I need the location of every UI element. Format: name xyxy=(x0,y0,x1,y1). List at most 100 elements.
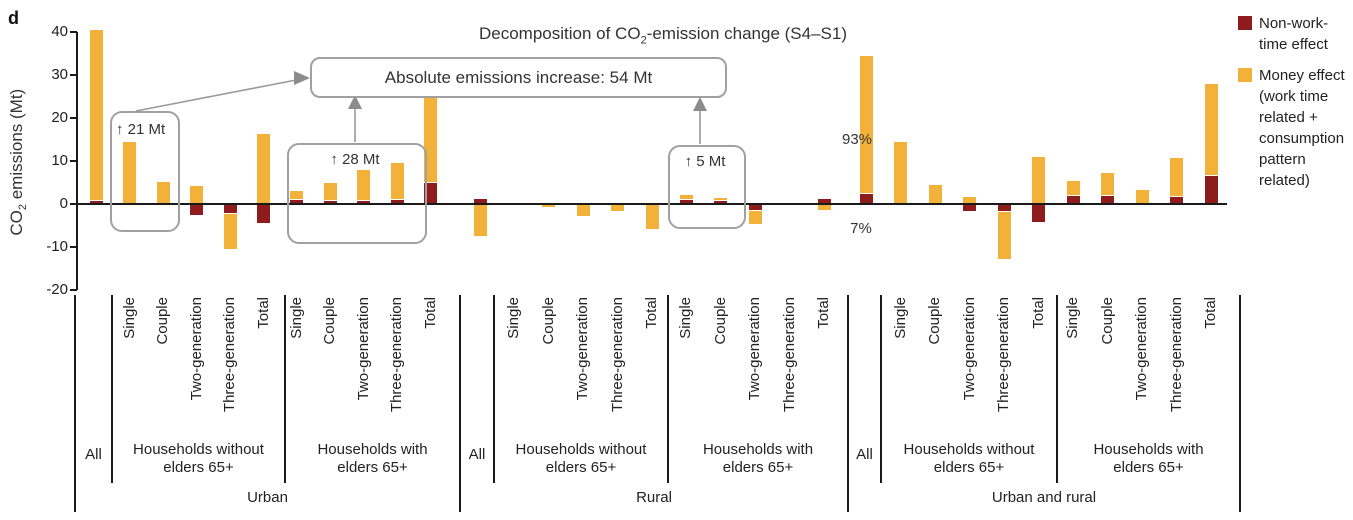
household-group-label: Households with elders 65+ xyxy=(648,441,868,477)
bar-urban-all-nonwork xyxy=(90,200,103,204)
bar-rural-total-money xyxy=(645,204,659,229)
axis-divider xyxy=(880,295,882,483)
callout-box-5mt xyxy=(668,145,746,229)
legend-label-line: Non-work- xyxy=(1259,15,1329,32)
household-group-label-line: Households with xyxy=(317,441,428,458)
bar-urban-three-generation-money xyxy=(390,163,404,199)
callout-box-21mt xyxy=(110,111,180,232)
legend-label-line: (work time xyxy=(1259,88,1329,105)
axis-divider xyxy=(493,295,495,483)
axis-divider-tall xyxy=(1239,295,1241,512)
x-category-label: Single xyxy=(677,297,695,339)
bar-urban-and-rural-couple-money xyxy=(1101,173,1114,195)
bar-urban-and-rural-total-nonwork xyxy=(1032,204,1045,223)
bar-urban-couple-money xyxy=(323,182,337,200)
y-tick xyxy=(70,203,77,205)
household-group-label-line: elders 65+ xyxy=(933,459,1005,476)
panel-label: d xyxy=(8,8,19,28)
x-category-label: Three-generation xyxy=(388,297,406,413)
legend-label-money-effect: Money effect (work time related + consumpti… xyxy=(1259,65,1345,191)
bar-urban-and-rural-three-generation-nonwork xyxy=(1170,197,1183,204)
bar-rural-single-money xyxy=(679,194,693,200)
axis-divider-tall xyxy=(459,295,461,512)
household-group-label: Households without elders 65+ xyxy=(89,441,309,477)
household-group-label: Households with elders 65+ xyxy=(1039,441,1259,477)
y-tick-label: 20 xyxy=(51,109,68,126)
household-group-label-line: Households without xyxy=(133,441,264,458)
household-group-label-line: elders 65+ xyxy=(163,459,234,476)
household-group-label-line: All xyxy=(468,446,486,463)
chart-title-sub: 2 xyxy=(640,34,647,47)
chart-title-pre: Decomposition of CO xyxy=(478,24,641,43)
bar-urban-single-nonwork xyxy=(290,200,304,204)
x-category-label: Single xyxy=(891,297,909,339)
absolute-increase-box: Absolute emissions increase: 54 Mt xyxy=(310,57,727,98)
bar-urban-and-rural-single-nonwork xyxy=(1066,195,1080,204)
x-category-label: Three-generation xyxy=(1167,297,1185,413)
x-category-label: Total xyxy=(421,297,439,329)
y-tick-label: -20 xyxy=(46,281,68,298)
bar-urban-and-rural-all-money xyxy=(859,55,873,194)
household-group-label: All xyxy=(755,446,975,464)
zero-baseline xyxy=(78,203,1227,205)
x-category-label: Three-generation xyxy=(221,297,239,413)
x-category-label: Total xyxy=(815,297,832,329)
y-tick xyxy=(70,31,77,33)
y-axis-line xyxy=(76,32,78,290)
x-category-label: Two-generation xyxy=(354,297,372,401)
x-category-label: Three-generation xyxy=(995,297,1012,413)
chart-title: Decomposition of CO2-emission change (S4… xyxy=(0,24,1326,46)
bar-urban-two-generation-money xyxy=(357,170,371,200)
bar-urban-couple-money xyxy=(156,181,170,204)
x-category-label: Total xyxy=(643,297,660,329)
household-group-label: Households without elders 65+ xyxy=(471,441,691,477)
y-tick-label: 30 xyxy=(51,66,68,83)
legend-label-line: time effect xyxy=(1259,36,1328,53)
household-group-label-line: elders 65+ xyxy=(1113,459,1184,476)
x-category-label: Two-generation xyxy=(746,297,764,401)
bar-urban-and-rural-total-nonwork xyxy=(1204,176,1218,204)
bar-urban-and-rural-two-generation-nonwork xyxy=(963,204,976,211)
region-label-rural: Rural xyxy=(636,489,672,506)
y-tick-label: 0 xyxy=(59,195,68,212)
legend-label-line: Money effect xyxy=(1259,67,1345,84)
bar-urban-all-money xyxy=(90,29,103,200)
y-tick xyxy=(70,246,77,248)
chart-title-post: -emission change (S4–S1) xyxy=(646,24,848,43)
bar-urban-and-rural-two-generation-money xyxy=(1135,189,1149,204)
bar-urban-three-generation-money xyxy=(223,214,237,249)
household-group-label: All xyxy=(367,446,587,464)
bar-urban-single-money xyxy=(290,191,304,200)
bar-urban-total-money xyxy=(257,133,270,204)
household-group-label-line: All xyxy=(856,446,873,463)
legend: Non-work-time effect Money effect (work ti… xyxy=(1238,13,1345,201)
bar-rural-all-nonwork xyxy=(473,198,487,204)
bar-urban-and-rural-three-generation-money xyxy=(997,212,1011,259)
legend-label-line: related) xyxy=(1259,172,1310,189)
bar-rural-two-generation-money xyxy=(576,204,590,216)
bar-urban-total-money xyxy=(424,84,437,183)
y-tick xyxy=(70,117,77,119)
arrow-line-21mt xyxy=(135,79,297,112)
y-title-pre: CO xyxy=(6,210,26,236)
x-category-label: Single xyxy=(505,297,523,339)
bar-urban-and-rural-all-nonwork xyxy=(859,194,873,204)
callout-label-5mt: ↑ 5 Mt xyxy=(684,153,726,170)
x-category-label: Total xyxy=(1029,297,1047,329)
x-category-label: Couple xyxy=(321,297,339,345)
arrow-head-21mt xyxy=(294,71,310,85)
x-category-label: Single xyxy=(120,297,138,339)
household-group-label-line: elders 65+ xyxy=(545,459,617,476)
x-category-label: Two-generation xyxy=(960,297,978,401)
household-group-label-line: Households without xyxy=(515,441,647,458)
bar-urban-two-generation-nonwork xyxy=(190,204,204,216)
axis-divider xyxy=(1056,295,1058,483)
x-category-label: Two-generation xyxy=(187,297,205,401)
bar-rural-two-generation-nonwork xyxy=(748,204,762,210)
bar-urban-total-nonwork xyxy=(257,204,270,223)
x-category-label: Three-generation xyxy=(608,297,626,413)
x-category-label: Couple xyxy=(926,297,943,345)
household-group-label-line: Households with xyxy=(1093,441,1204,458)
x-category-label: Single xyxy=(287,297,305,339)
bar-urban-and-rural-total-money xyxy=(1204,83,1218,176)
